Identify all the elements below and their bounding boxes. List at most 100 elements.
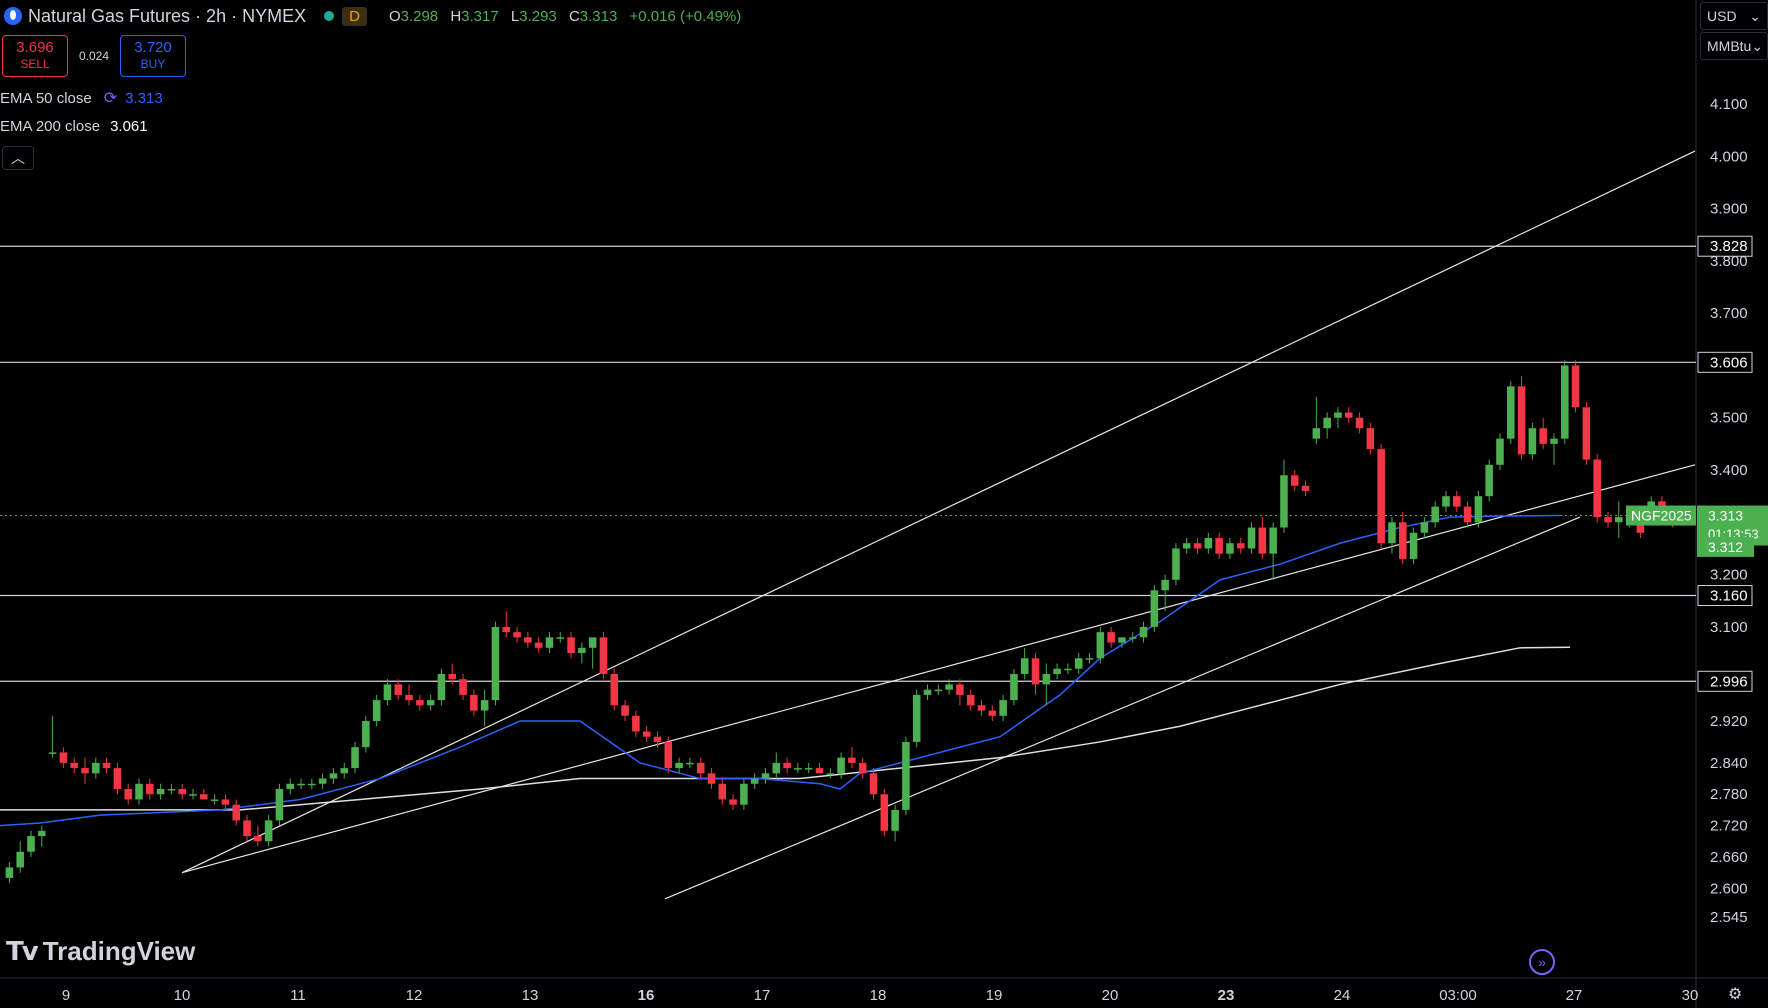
candle-body	[1139, 626, 1148, 638]
unit-value: MMBtu	[1707, 38, 1752, 54]
candle-body	[1355, 417, 1364, 429]
candle-body	[178, 788, 187, 795]
ema50-legend[interactable]: EMA 50 close ⟳ 3.313	[0, 88, 163, 108]
candle-body	[1463, 506, 1472, 523]
time-tick-label: 12	[406, 987, 423, 1004]
market-open-dot-icon	[324, 11, 335, 21]
candle-body	[621, 705, 629, 716]
candle-body	[675, 762, 683, 769]
candle-body	[1593, 459, 1601, 518]
candle-body	[1420, 522, 1429, 533]
candle-body	[1064, 668, 1072, 671]
candle-body	[102, 762, 111, 769]
sell-price: 3.696	[16, 39, 54, 56]
time-tick-label: 13	[522, 987, 539, 1004]
candle-body	[156, 788, 165, 795]
natural-gas-flame-icon	[4, 7, 22, 25]
trendline	[664, 516, 1581, 900]
candle-body	[578, 647, 586, 654]
buy-button[interactable]: 3.720 BUY	[120, 35, 186, 77]
candle-body	[632, 715, 640, 732]
candle-body	[1010, 673, 1018, 701]
candle-body	[1366, 428, 1375, 450]
candle-body	[48, 752, 57, 754]
price-tick-label: 3.900	[1710, 201, 1748, 218]
candle-body	[437, 673, 446, 701]
price-tick-label: 4.000	[1710, 148, 1748, 165]
ema-tag-box	[1697, 536, 1754, 557]
candle-body	[988, 710, 997, 716]
candle-body	[459, 679, 467, 695]
candle-body	[902, 741, 910, 810]
price-tick-label: 4.100	[1710, 96, 1748, 113]
candle-body	[1550, 438, 1558, 444]
price-tick-label: 3.400	[1710, 462, 1748, 479]
unit-select[interactable]: MMBtu ⌄	[1700, 32, 1768, 60]
candle-body	[718, 783, 727, 800]
price-tick-label: 3.100	[1710, 619, 1748, 636]
candle-body	[750, 778, 759, 784]
ema200-value: 3.061	[110, 118, 148, 135]
time-tick-label: 27	[1566, 987, 1583, 1004]
last-price-label: 3.313	[1708, 508, 1743, 524]
chevron-down-icon: ⌄	[1751, 37, 1764, 54]
candle-body	[362, 721, 370, 748]
arrow-right-icon: »	[1538, 954, 1546, 970]
high-label: H	[450, 7, 462, 25]
symbol-tag-box	[1626, 505, 1696, 526]
candle-body	[977, 705, 986, 711]
candle-body	[124, 788, 132, 800]
time-tick-label: 10	[174, 987, 191, 1004]
candle-body	[1215, 538, 1223, 554]
time-tick-label: 03:00	[1439, 987, 1477, 1004]
candle-body	[1269, 527, 1277, 554]
collapse-legend-button[interactable]: ︿	[2, 146, 34, 170]
ema50-line	[0, 514, 1561, 827]
close-value: 3.313	[579, 7, 618, 25]
candle-body	[1236, 543, 1245, 549]
candle-body	[426, 700, 435, 706]
sell-button[interactable]: 3.696 SELL	[2, 35, 68, 77]
candle-body	[945, 684, 953, 690]
currency-select[interactable]: USD ⌄	[1700, 2, 1768, 30]
candle-body	[826, 773, 835, 775]
time-tick-label: 18	[870, 987, 887, 1004]
candle-body	[210, 799, 219, 801]
candle-body	[740, 783, 748, 805]
candle-body	[81, 768, 89, 774]
candle-body	[966, 694, 975, 706]
open-value: 3.298	[400, 7, 439, 25]
candle-body	[135, 783, 143, 800]
price-tick-label: 2.720	[1710, 818, 1748, 835]
candle-body	[869, 773, 878, 795]
candle-body	[1452, 496, 1461, 507]
price-tick-label: 3.800	[1710, 253, 1748, 270]
candle-body	[761, 773, 770, 779]
candle-body	[567, 637, 575, 654]
candle-body	[491, 626, 500, 701]
time-tick-label: 17	[754, 987, 771, 1004]
price-tick-label: 3.500	[1710, 410, 1748, 427]
time-tick-label: 19	[986, 987, 1003, 1004]
candle-body	[934, 689, 943, 692]
candle-body	[38, 830, 46, 837]
candle-body	[5, 867, 14, 878]
candle-body	[1377, 449, 1385, 544]
scroll-to-realtime-button[interactable]: »	[1529, 949, 1555, 975]
candle-body	[275, 788, 284, 821]
level-label-box	[1697, 235, 1753, 257]
candle-body	[664, 741, 673, 769]
candle-body	[545, 637, 554, 648]
ema50-label: EMA 50 close	[0, 89, 92, 107]
candle-body	[1398, 522, 1407, 559]
candle-body	[1301, 485, 1310, 491]
candle-body	[513, 632, 521, 638]
candle-body	[394, 684, 403, 695]
symbol-title[interactable]: Natural Gas Futures · 2h · NYMEX	[28, 5, 307, 26]
level-label: 3.828	[1710, 238, 1748, 255]
settings-gear-icon[interactable]: ⚙	[1728, 986, 1743, 1003]
ema200-legend[interactable]: EMA 200 close 3.061	[0, 118, 148, 135]
candle-body	[1506, 386, 1515, 439]
market-status[interactable]: D	[324, 6, 367, 26]
